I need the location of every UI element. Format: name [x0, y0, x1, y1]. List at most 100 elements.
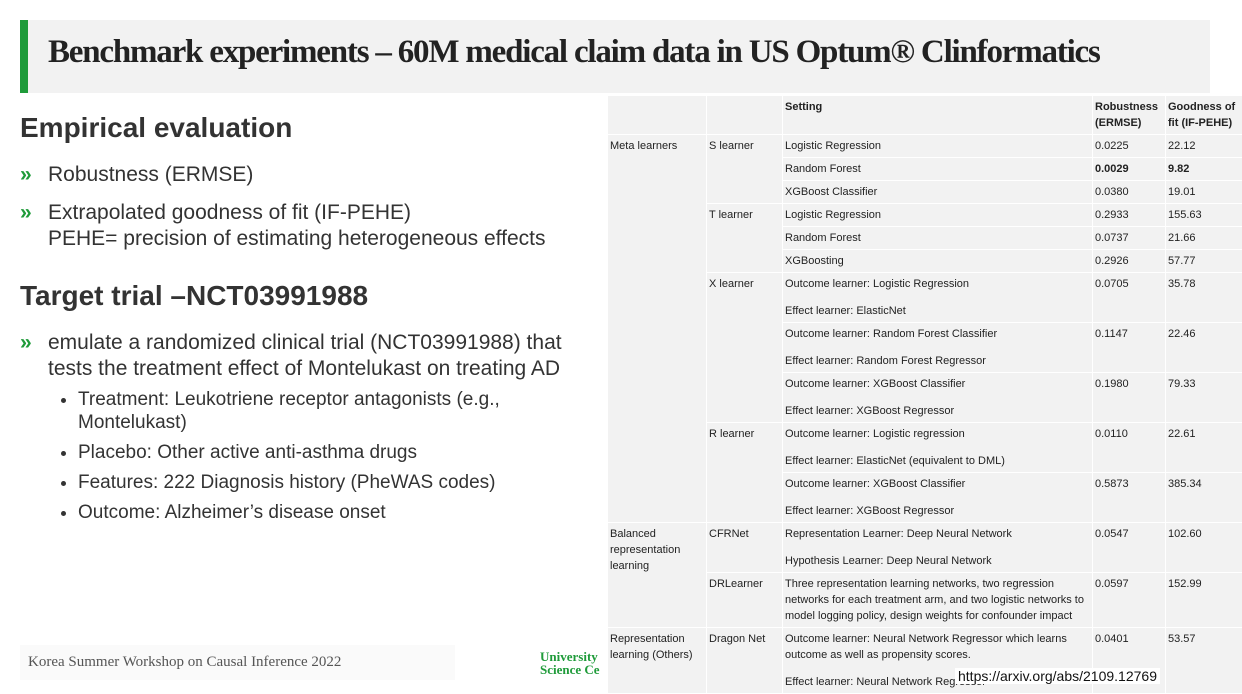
section-heading: Target trial –NCT03991988: [20, 280, 600, 312]
group-cell: Balanced representation learning: [608, 523, 707, 628]
goodness-cell: 102.60: [1166, 523, 1242, 573]
setting-cell: XGBoosting: [783, 250, 1093, 273]
robustness-cell: 0.0737: [1093, 227, 1166, 250]
bullet-list: emulate a randomized clinical trial (NCT…: [20, 330, 600, 524]
learner-cell: T learner: [707, 204, 783, 273]
header-cell: Goodness of fit (IF-PEHE): [1166, 96, 1242, 135]
learner-cell: S learner: [707, 135, 783, 204]
goodness-cell: 57.77: [1166, 250, 1242, 273]
bullet-line: Extrapolated goodness of fit (IF-PEHE): [48, 200, 600, 226]
setting-text: Effect learner: XGBoost Regressor: [785, 403, 1090, 419]
learner-cell: DRLearner: [707, 573, 783, 628]
setting-cell: Outcome learner: Random Forest Classifie…: [783, 323, 1093, 373]
goodness-cell: 9.82: [1166, 158, 1242, 181]
sub-bullet: Features: 222 Diagnosis history (PheWAS …: [78, 471, 600, 494]
setting-text: Effect learner: XGBoost Regressor: [785, 503, 1090, 519]
setting-cell: Random Forest: [783, 227, 1093, 250]
goodness-cell: 79.33: [1166, 373, 1242, 423]
setting-text: Outcome learner: Random Forest Classifie…: [785, 326, 1090, 342]
setting-text: Effect learner: ElasticNet: [785, 303, 1090, 319]
goodness-cell: 35.78: [1166, 273, 1242, 323]
bullet: Extrapolated goodness of fit (IF-PEHE)PE…: [20, 200, 600, 252]
robustness-cell: 0.2933: [1093, 204, 1166, 227]
setting-cell: Outcome learner: XGBoost Classifier Effec…: [783, 373, 1093, 423]
robustness-cell: 0.1147: [1093, 323, 1166, 373]
robustness-cell: 0.0705: [1093, 273, 1166, 323]
learner-cell: CFRNet: [707, 523, 783, 573]
setting-text: Outcome learner: Logistic Regression: [785, 276, 1090, 292]
robustness-cell: 0.0597: [1093, 573, 1166, 628]
setting-text: Effect learner: ElasticNet (equivalent t…: [785, 453, 1090, 469]
setting-text: Outcome learner: XGBoost Classifier: [785, 376, 1090, 392]
bullet-line: Robustness (ERMSE): [48, 162, 600, 188]
goodness-cell: 155.63: [1166, 204, 1242, 227]
setting-cell: Outcome learner: Logistic Regression Effe…: [783, 273, 1093, 323]
footer: Korea Summer Workshop on Causal Inferenc…: [20, 645, 455, 680]
sub-bullet: Placebo: Other active anti-asthma drugs: [78, 441, 600, 464]
setting-text: Outcome learner: XGBoost Classifier: [785, 476, 1090, 492]
setting-cell: Outcome learner: XGBoost Classifier Effec…: [783, 473, 1093, 523]
group-cell: Representation learning (Others): [608, 628, 707, 694]
url: https://arxiv.org/abs/2109.12769: [955, 668, 1160, 684]
learner-cell: R learner: [707, 423, 783, 523]
robustness-cell: 0.0547: [1093, 523, 1166, 573]
setting-cell: XGBoost Classifier: [783, 181, 1093, 204]
setting-cell: Logistic Regression: [783, 204, 1093, 227]
sub-list: Treatment: Leukotriene receptor antagoni…: [48, 388, 600, 524]
setting-text: Hypothesis Learner: Deep Neural Network: [785, 553, 1090, 569]
setting-text: Effect learner: Random Forest Regressor: [785, 353, 1090, 369]
sub-bullet: Outcome: Alzheimer’s disease onset: [78, 501, 600, 524]
robustness-cell: 0.5873: [1093, 473, 1166, 523]
logo-line: Science Ce: [540, 663, 600, 676]
robustness-cell: 0.2926: [1093, 250, 1166, 273]
goodness-cell: 53.57: [1166, 628, 1242, 694]
logo: University Science Ce: [540, 650, 600, 676]
goodness-cell: 22.46: [1166, 323, 1242, 373]
group-cell: Meta learners: [608, 135, 707, 523]
title-bar: Benchmark experiments – 60M medical clai…: [20, 20, 1210, 93]
goodness-cell: 22.61: [1166, 423, 1242, 473]
bullet-line: PEHE= precision of estimating heterogene…: [48, 226, 600, 252]
robustness-cell: 0.1980: [1093, 373, 1166, 423]
setting-text: XGBoost Classifier: [785, 184, 1090, 200]
bullet-line: emulate a randomized clinical trial (NCT…: [48, 330, 600, 382]
setting-text: Random Forest: [785, 230, 1090, 246]
slide-title: Benchmark experiments – 60M medical clai…: [48, 34, 1100, 71]
setting-cell: Logistic Regression: [783, 135, 1093, 158]
setting-text: Logistic Regression: [785, 138, 1090, 154]
setting-text: Representation Learner: Deep Neural Netw…: [785, 526, 1090, 542]
goodness-cell: 21.66: [1166, 227, 1242, 250]
learner-cell: X learner: [707, 273, 783, 423]
setting-text: Outcome learner: Logistic regression: [785, 426, 1090, 442]
bullet: emulate a randomized clinical trial (NCT…: [20, 330, 600, 524]
setting-cell: Representation Learner: Deep Neural Netw…: [783, 523, 1093, 573]
setting-text: Logistic Regression: [785, 207, 1090, 223]
goodness-cell: 19.01: [1166, 181, 1242, 204]
setting-cell: Random Forest: [783, 158, 1093, 181]
header-cell: Robustness (ERMSE): [1093, 96, 1166, 135]
setting-text: Outcome learner: Neural Network Regresso…: [785, 631, 1090, 663]
robustness-cell: 0.0380: [1093, 181, 1166, 204]
robustness-cell: 0.0225: [1093, 135, 1166, 158]
accent-bar: [20, 20, 28, 93]
content: Empirical evaluation Robustness (ERMSE) Ex…: [20, 112, 600, 536]
bullet: Robustness (ERMSE): [20, 162, 600, 188]
goodness-cell: 22.12: [1166, 135, 1242, 158]
header-cell: [707, 96, 783, 135]
setting-text: XGBoosting: [785, 253, 1090, 269]
goodness-cell: 385.34: [1166, 473, 1242, 523]
goodness-cell: 152.99: [1166, 573, 1242, 628]
section-heading: Empirical evaluation: [20, 112, 600, 144]
setting-cell: Three representation learning networks, …: [783, 573, 1093, 628]
learner-cell: Dragon Net: [707, 628, 783, 694]
robustness-cell: 0.0110: [1093, 423, 1166, 473]
event-name: Korea Summer Workshop on Causal Inferenc…: [28, 654, 341, 671]
bullet-list: Robustness (ERMSE) Extrapolated goodness …: [20, 162, 600, 252]
header-cell: Setting: [783, 96, 1093, 135]
